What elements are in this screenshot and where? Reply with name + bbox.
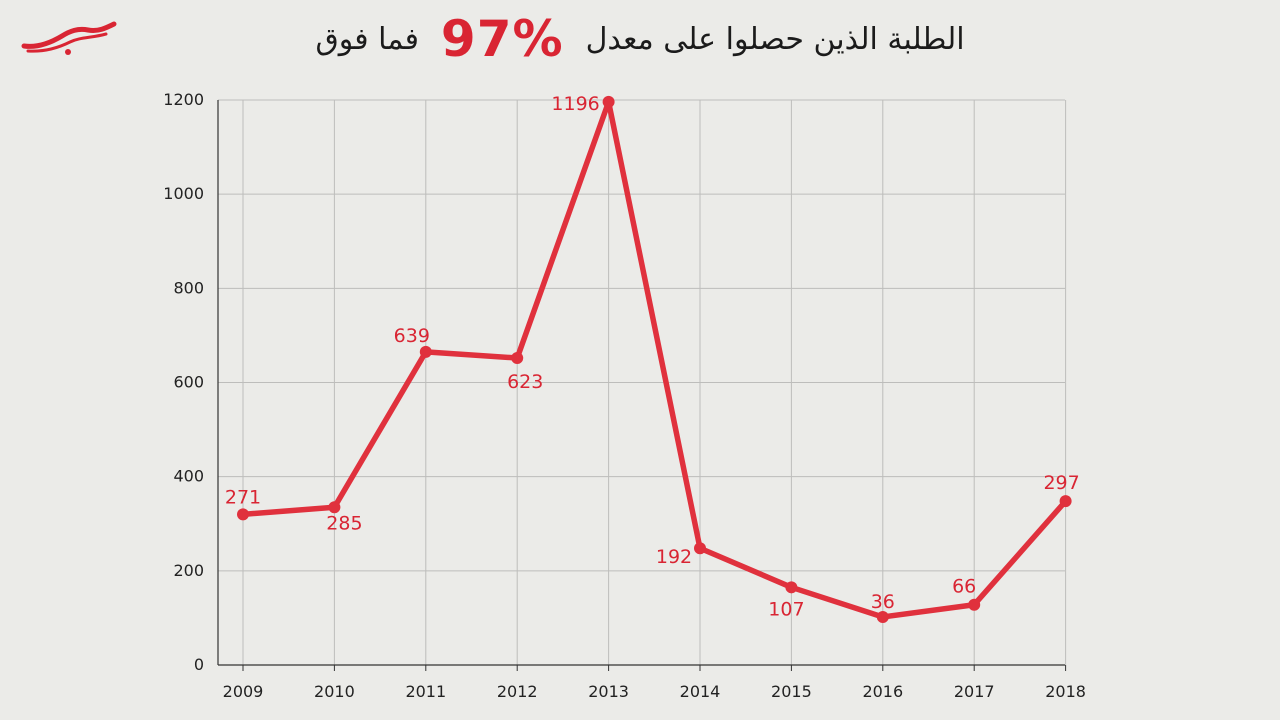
series-line [240,99,1069,620]
data-labels: 271 285 639 623 1196 192 107 36 66 297 [225,93,1080,620]
data-point [968,598,981,611]
x-axis-ticks: 2009 2010 2011 2012 2013 2014 2015 2016 2017 2018 [223,682,1086,701]
x-tick-label: 2011 [405,682,446,701]
y-tick-label: 1000 [163,184,204,203]
data-label: 66 [952,576,976,598]
x-tick-label: 2012 [497,682,538,701]
x-tick-label: 2009 [223,682,264,701]
x-tick-label: 2014 [680,682,721,701]
y-tick-label: 200 [173,561,204,580]
y-tick-label: 800 [173,278,204,297]
x-tick-label: 2010 [314,682,355,701]
y-tick-label: 400 [173,467,204,486]
data-label: 639 [394,325,430,347]
data-point [511,352,524,365]
data-label: 285 [326,512,362,534]
chart-title: الطلبة الذين حصلوا على معدل 97% فما فوق [0,10,1280,68]
data-point [328,501,341,514]
title-percentage: 97% [440,10,564,68]
data-label: 107 [768,598,804,620]
data-label: 297 [1043,472,1079,494]
y-tick-label: 600 [173,373,204,392]
x-tick-label: 2017 [954,682,995,701]
data-label: 1196 [551,93,599,115]
data-point [602,95,615,108]
data-label: 271 [225,486,261,508]
data-point [237,508,249,521]
x-tick-label: 2018 [1045,682,1086,701]
y-axis-ticks: 0 200 400 600 800 1000 1200 [163,90,204,674]
data-point [1059,495,1072,508]
title-tail-text: فما فوق [315,21,419,57]
data-label: 192 [656,546,692,568]
y-tick-label: 1200 [163,90,204,109]
data-label: 623 [507,371,543,393]
chart-grid [218,99,1067,665]
brand-logo-icon [21,21,117,55]
chart-axes [217,100,1067,671]
title-main-text: الطلبة الذين حصلوا على معدل [585,21,965,57]
data-point [876,610,889,623]
x-tick-label: 2013 [588,682,629,701]
data-label: 36 [871,591,895,613]
x-tick-label: 2016 [862,682,903,701]
data-point [785,581,798,594]
y-tick-label: 0 [194,655,204,674]
x-tick-label: 2015 [771,682,812,701]
data-point [419,345,432,358]
data-point [694,542,706,555]
series-group [237,95,1072,623]
